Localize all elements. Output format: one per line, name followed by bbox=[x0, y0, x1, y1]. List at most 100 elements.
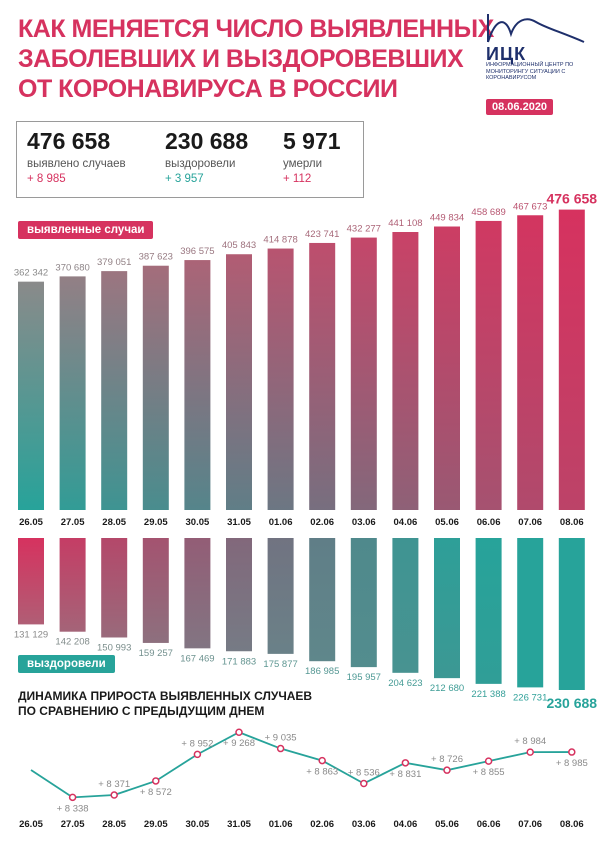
cases-value-label: 370 680 bbox=[55, 262, 89, 273]
increment-value-label: + 8 726 bbox=[431, 754, 463, 765]
cases-chart-title: выявленные случаи bbox=[18, 221, 154, 239]
recovered-bar bbox=[226, 538, 252, 652]
cases-value-label: 414 878 bbox=[263, 235, 297, 246]
stat-recovered: 230 688 выздоровели + 3 957 bbox=[165, 128, 248, 185]
recovered-bars: 131 129 142 208 150 993 159 257 167 469 171 8… bbox=[14, 538, 597, 711]
cases-bar bbox=[558, 209, 585, 511]
date-badge: 08.06.2020 bbox=[486, 99, 554, 115]
cases-bar bbox=[350, 237, 377, 511]
stat-cases: 476 658 выявлено случаев + 8 985 bbox=[27, 128, 126, 185]
increment-value-label: + 8 371 bbox=[98, 779, 130, 790]
recovered-bar bbox=[267, 538, 294, 654]
cases-bar bbox=[267, 248, 294, 510]
recovered-value-label: 167 469 bbox=[180, 653, 214, 664]
increment-point bbox=[193, 750, 202, 759]
recovered-value-label: 195 957 bbox=[347, 672, 381, 683]
increment-point bbox=[235, 728, 243, 736]
recovered-bar bbox=[558, 538, 585, 690]
cases-value-label: 441 108 bbox=[388, 218, 422, 229]
date-tick-label: 29.05 bbox=[144, 517, 168, 528]
date-tick-label: 28.05 bbox=[102, 517, 126, 528]
increment-value-label: + 8 952 bbox=[181, 738, 213, 749]
recovered-bar bbox=[184, 538, 211, 649]
stat-cases-value: 476 658 bbox=[27, 128, 111, 154]
dynamics-title: ДИНАМИКА ПРИРОСТА ВЫЯВЛЕННЫХ СЛУЧАЕВ ПО … bbox=[18, 689, 312, 719]
recovered-bar bbox=[434, 538, 460, 679]
stats-box: 476 658 выявлено случаев + 8 985 230 688… bbox=[16, 121, 364, 198]
cases-bar bbox=[184, 260, 211, 510]
date-tick-label: 08.06 bbox=[560, 517, 584, 528]
cases-value-label: 396 575 bbox=[180, 246, 214, 257]
cases-bar bbox=[226, 254, 252, 510]
date-tick-label: 01.06 bbox=[269, 819, 293, 830]
title-line-2: ЗАБОЛЕВШИХ И ВЫЗДОРОВЕВШИХ bbox=[18, 45, 464, 73]
stat-cases-label: выявлено случаев bbox=[27, 158, 126, 170]
recovered-value-label: 175 877 bbox=[263, 659, 297, 670]
recovered-bar bbox=[101, 538, 128, 638]
date-tick-label: 27.05 bbox=[61, 819, 85, 830]
recovered-value-label: 159 257 bbox=[139, 648, 173, 659]
increment-value-label: + 8 572 bbox=[140, 787, 172, 798]
recovered-value-label: 212 680 bbox=[430, 683, 464, 694]
date-tick-label: 31.05 bbox=[227, 517, 251, 528]
stat-recovered-value: 230 688 bbox=[165, 128, 249, 154]
stat-deaths-delta: + 112 bbox=[283, 173, 312, 185]
recovered-bar bbox=[18, 538, 44, 625]
date-tick-label: 28.05 bbox=[102, 819, 126, 830]
recovered-value-label: 171 883 bbox=[222, 656, 256, 667]
cases-bars: 362 342 26.05 370 680 27.05 379 051 28.05 387 … bbox=[14, 191, 597, 528]
date-tick-label: 29.05 bbox=[144, 819, 168, 830]
date-tick-label: 06.06 bbox=[477, 517, 501, 528]
date-tick-label: 08.06 bbox=[560, 819, 584, 830]
increment-value-label: + 9 035 bbox=[265, 733, 297, 744]
cases-bar bbox=[309, 242, 336, 510]
date-tick-label: 06.06 bbox=[477, 819, 501, 830]
recovered-chart-title: выздоровели bbox=[18, 655, 115, 673]
recovered-bar bbox=[517, 538, 544, 688]
increment-point bbox=[568, 748, 576, 756]
logo-name: ИЦК bbox=[486, 44, 527, 64]
increment-value-label: + 8 855 bbox=[473, 767, 505, 778]
recovered-value-label: 230 688 bbox=[546, 695, 597, 711]
increment-value-label: + 8 831 bbox=[389, 769, 421, 780]
cases-bar bbox=[18, 281, 44, 510]
increment-value-label: + 9 268 bbox=[223, 738, 255, 749]
recovered-bar bbox=[309, 538, 336, 662]
stat-cases-delta: + 8 985 bbox=[27, 173, 66, 185]
title-line-3: ОТ КОРОНАВИРУСА В РОССИИ bbox=[18, 75, 398, 103]
logo-subtitle: ИНФОРМАЦИОННЫЙ ЦЕНТР ПО МОНИТОРИНГУ СИТУ… bbox=[486, 62, 574, 81]
recovered-value-label: 226 731 bbox=[513, 692, 547, 703]
date-tick-label: 02.06 bbox=[310, 517, 334, 528]
increment-value-label: + 8 984 bbox=[514, 736, 546, 747]
stat-deaths-value: 5 971 bbox=[283, 128, 341, 154]
cases-value-label: 362 342 bbox=[14, 268, 48, 279]
stat-recovered-delta: + 3 957 bbox=[165, 173, 204, 185]
increment-line-chart: 26.05 + 8 338 27.05 + 8 371 28.05 + 8 572 29.0… bbox=[19, 728, 588, 830]
increment-value-label: + 8 863 bbox=[306, 767, 338, 778]
increment-point bbox=[526, 748, 534, 756]
increment-point bbox=[484, 757, 493, 765]
recovered-bar bbox=[392, 538, 419, 673]
date-tick-label: 01.06 bbox=[269, 517, 293, 528]
date-tick-label: 07.06 bbox=[518, 819, 542, 830]
increment-value-label: + 8 536 bbox=[348, 767, 380, 778]
date-tick-label: 03.06 bbox=[352, 517, 376, 528]
cases-value-label: 449 834 bbox=[430, 213, 464, 224]
cases-value-label: 476 658 bbox=[546, 191, 597, 207]
date-tick-label: 04.06 bbox=[394, 517, 418, 528]
increment-point bbox=[318, 756, 326, 765]
increment-point bbox=[443, 766, 451, 774]
recovered-value-label: 142 208 bbox=[55, 637, 89, 648]
increment-point bbox=[152, 777, 160, 785]
date-tick-label: 05.06 bbox=[435, 517, 459, 528]
date-tick-label: 03.06 bbox=[352, 819, 376, 830]
recovered-bar bbox=[59, 538, 86, 632]
increment-point bbox=[401, 759, 410, 767]
dynamics-title-line-2: ПО СРАВНЕНИЮ С ПРЕДЫДУЩИМ ДНЕМ bbox=[18, 704, 265, 718]
date-tick-label: 05.06 bbox=[435, 819, 459, 830]
cases-value-label: 379 051 bbox=[97, 257, 131, 268]
increment-point bbox=[360, 779, 368, 788]
recovered-value-label: 131 129 bbox=[14, 629, 48, 640]
increment-point bbox=[276, 744, 285, 753]
